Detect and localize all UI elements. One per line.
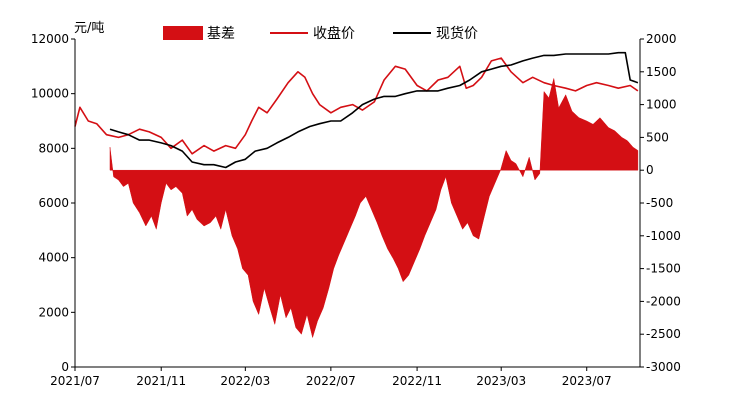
right-tick-label: 1000 <box>646 98 677 112</box>
plot-area <box>74 51 639 339</box>
left-tick-label: 0 <box>61 360 69 374</box>
right-tick-label: -500 <box>646 196 673 210</box>
left-tick-label: 12000 <box>31 32 69 46</box>
x-tick-label: 2022/03 <box>220 374 270 388</box>
x-tick-label: 2023/07 <box>562 374 612 388</box>
left-axis-unit-label: 元/吨 <box>74 21 104 36</box>
right-tick-label: -2500 <box>646 327 681 341</box>
basis-area <box>109 78 639 339</box>
left-tick-label: 10000 <box>31 87 69 101</box>
x-tick-label: 2022/11 <box>392 374 442 388</box>
x-tick-label: 2022/07 <box>306 374 356 388</box>
legend-swatch-basis <box>163 26 203 40</box>
x-tick-label: 2023/03 <box>476 374 526 388</box>
close-price-line <box>74 57 639 155</box>
right-tick-label: 1500 <box>646 65 677 79</box>
legend-label-close: 收盘价 <box>313 25 355 42</box>
spot-price-line <box>109 51 639 169</box>
legend-label-spot: 现货价 <box>436 25 478 42</box>
x-tick-label: 2021/11 <box>136 374 186 388</box>
right-tick-label: -3000 <box>646 360 681 374</box>
x-axis-ticks: 2021/07 2021/11 2022/03 2022/07 2022/11 2023/… <box>50 367 612 388</box>
right-tick-label: -2000 <box>646 294 681 308</box>
legend: 基差 收盘价 现货价 <box>163 25 478 42</box>
right-tick-label: 0 <box>646 163 654 177</box>
left-tick-label: 2000 <box>38 305 69 319</box>
left-tick-label: 8000 <box>38 141 69 155</box>
right-tick-label: -1000 <box>646 229 681 243</box>
right-tick-label: 500 <box>646 130 669 144</box>
right-tick-label: 2000 <box>646 32 677 46</box>
left-tick-label: 4000 <box>38 251 69 265</box>
left-axis-ticks: 0 2000 4000 6000 8000 10000 12000 <box>31 32 75 374</box>
right-tick-label: -1500 <box>646 262 681 276</box>
right-axis-ticks: -3000 -2500 -2000 -1500 -1000 -500 0 500 1000 150… <box>640 32 681 374</box>
x-tick-label: 2021/07 <box>50 374 100 388</box>
legend-label-basis: 基差 <box>207 25 235 42</box>
left-tick-label: 6000 <box>38 196 69 210</box>
